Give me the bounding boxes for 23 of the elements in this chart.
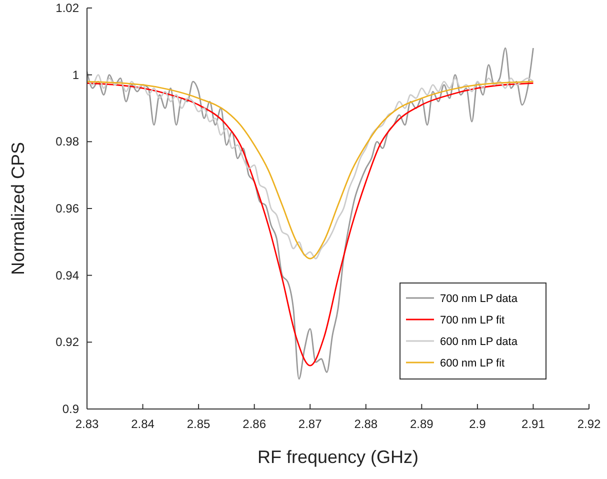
x-tick-label: 2.91 [522, 417, 546, 431]
x-tick-label: 2.86 [242, 417, 266, 431]
y-tick-label: 1 [72, 68, 80, 82]
x-axis-title: RF frequency (GHz) [257, 447, 419, 467]
legend-label: 600 nm LP fit [440, 358, 505, 370]
y-tick-label: 0.92 [56, 335, 80, 350]
legend-label: 600 nm LP data [440, 336, 518, 348]
y-tick-label: 0.9 [62, 402, 80, 416]
x-tick-label: 2.87 [298, 417, 322, 431]
x-tick-label: 2.92 [577, 417, 601, 431]
y-axis-title: Normalized CPS [8, 142, 28, 276]
x-tick-label: 2.88 [354, 417, 378, 431]
x-tick-label: 2.85 [186, 417, 211, 431]
x-tick-label: 2.89 [410, 417, 434, 431]
x-tick-label: 2.9 [469, 417, 486, 431]
y-tick-label: 0.98 [56, 134, 80, 149]
y-tick-label: 1.02 [56, 1, 80, 15]
y-tick-label: 0.96 [56, 202, 80, 216]
x-tick-label: 2.84 [131, 417, 155, 431]
legend-label: 700 nm LP fit [440, 314, 505, 326]
y-tick-label: 0.94 [56, 268, 80, 282]
x-tick-label: 2.83 [75, 417, 99, 431]
legend-label: 700 nm LP data [440, 293, 518, 305]
